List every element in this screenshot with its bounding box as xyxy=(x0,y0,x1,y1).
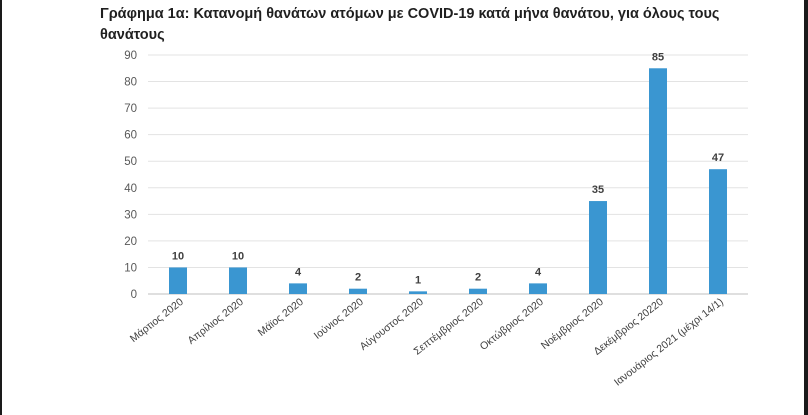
y-tick-label: 80 xyxy=(124,77,137,89)
data-label: 85 xyxy=(652,51,664,63)
x-tick-label: Ιανουάριος 2021 (μέχρι 14/1) xyxy=(612,296,726,389)
frame-left-edge xyxy=(0,0,2,415)
bar xyxy=(289,283,307,294)
y-tick-label: 90 xyxy=(124,50,137,62)
y-tick-label: 40 xyxy=(124,183,137,195)
x-tick-label: Οκτώβριος 2020 xyxy=(478,296,546,353)
data-label: 4 xyxy=(535,266,542,278)
bar xyxy=(409,291,427,294)
y-tick-label: 20 xyxy=(124,236,137,248)
bar xyxy=(349,288,367,294)
y-tick-label: 10 xyxy=(124,262,137,274)
data-label: 10 xyxy=(172,250,184,262)
bar xyxy=(169,267,187,294)
data-label: 2 xyxy=(475,272,481,284)
bar xyxy=(229,267,247,294)
x-tick-label: Μάρτιος 2020 xyxy=(128,296,186,345)
x-tick-label: Ιούνιος 2020 xyxy=(312,296,366,342)
data-label: 47 xyxy=(712,152,724,164)
data-label: 1 xyxy=(415,274,421,286)
y-tick-label: 0 xyxy=(131,289,137,301)
y-tick-label: 60 xyxy=(124,130,137,142)
y-tick-label: 50 xyxy=(124,156,137,168)
data-label: 4 xyxy=(295,266,302,278)
chart-title: Γράφημα 1α: Κατανομή θανάτων ατόμων με C… xyxy=(100,6,720,43)
y-tick-label: 70 xyxy=(124,103,137,115)
bar xyxy=(709,169,727,294)
bar xyxy=(469,288,487,294)
bar xyxy=(529,283,547,294)
x-tick-label: Απρίλιος 2020 xyxy=(185,296,246,347)
y-tick-label: 30 xyxy=(124,209,137,221)
bar xyxy=(589,201,607,294)
x-tick-label: Μάϊος 2020 xyxy=(256,296,306,339)
x-tick-label: Νοέμβριος 2020 xyxy=(539,296,606,352)
bar xyxy=(649,68,667,295)
data-label: 10 xyxy=(232,250,244,262)
data-label: 35 xyxy=(592,184,604,196)
frame-right-edge xyxy=(804,0,808,415)
data-label: 2 xyxy=(355,272,361,284)
